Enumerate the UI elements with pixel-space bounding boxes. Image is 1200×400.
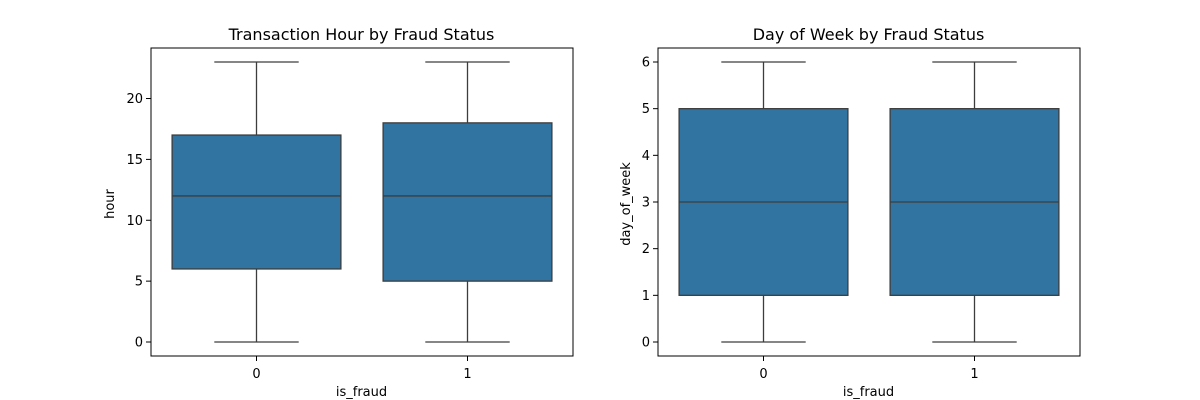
y-tick-label: 4 xyxy=(642,149,650,164)
y-tick-label: 20 xyxy=(126,92,143,107)
box-0 xyxy=(678,61,849,343)
y-tick-label: 3 xyxy=(642,196,650,211)
y-axis-label: day_of_week xyxy=(619,162,634,246)
plot-area: 0 1 2 3 4 5 6 0 1 xyxy=(642,47,1081,382)
box-0 xyxy=(171,61,342,343)
iqr-box xyxy=(171,134,342,270)
iqr-box xyxy=(382,122,553,282)
y-tick-label: 5 xyxy=(642,102,650,117)
x-tick-label: 0 xyxy=(252,367,260,382)
y-tick-label: 5 xyxy=(135,275,143,290)
y-axis-label: hour xyxy=(103,188,118,218)
chart-title: Transaction Hour by Fraud Status xyxy=(228,25,495,44)
hour-boxplot-panel: Transaction Hour by Fraud Status 0510152… xyxy=(103,25,574,400)
x-tick-label: 1 xyxy=(463,367,471,382)
y-tick-label: 6 xyxy=(642,56,650,71)
x-axis-label: is_fraud xyxy=(843,385,894,400)
box-1 xyxy=(382,61,553,343)
y-tick-label: 1 xyxy=(642,289,650,304)
x-axis-label: is_fraud xyxy=(336,385,387,400)
box-1 xyxy=(889,61,1060,343)
axes-frame xyxy=(150,47,574,357)
x-tick-label: 0 xyxy=(759,367,767,382)
chart-title: Day of Week by Fraud Status xyxy=(753,25,985,44)
day-of-week-boxplot-panel: Day of Week by Fraud Status 0 1 2 3 4 5 6 0 1 is… xyxy=(619,25,1081,400)
y-tick-label: 0 xyxy=(135,336,143,351)
axes-frame xyxy=(657,47,1081,357)
plot-area: 0 5 10 15 20 0 1 xyxy=(126,47,574,382)
y-tick-label: 2 xyxy=(642,242,650,257)
y-tick-label: 10 xyxy=(126,214,143,229)
y-tick-label: 0 xyxy=(642,336,650,351)
x-tick-label: 1 xyxy=(970,367,978,382)
y-tick-label: 15 xyxy=(126,153,143,168)
